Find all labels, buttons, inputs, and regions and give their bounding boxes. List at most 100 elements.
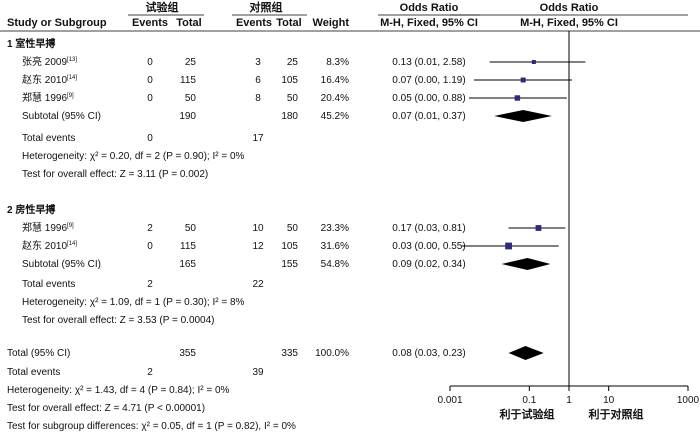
x-tick-label: 10 bbox=[603, 395, 615, 406]
exp-total: 355 bbox=[179, 348, 196, 359]
study-name: 郑慧 1996[9] bbox=[22, 221, 74, 234]
ctl-total: 105 bbox=[281, 241, 298, 252]
exp-events-total: 2 bbox=[147, 367, 153, 378]
weight-header: Weight bbox=[313, 17, 350, 29]
subtotal-label: Subtotal (95% CI) bbox=[22, 111, 101, 122]
exp-total: 165 bbox=[179, 259, 196, 270]
or-ci-value: 0.03 (0.00, 0.55) bbox=[392, 241, 465, 252]
subtotal-label: Subtotal (95% CI) bbox=[22, 259, 101, 270]
or-ci-value: 0.13 (0.01, 2.58) bbox=[392, 57, 465, 68]
x-tick-label: 0.001 bbox=[437, 395, 462, 406]
x-tick-label: 1 bbox=[566, 395, 572, 406]
study-square bbox=[520, 77, 526, 83]
total-events-label: Total events bbox=[22, 133, 75, 144]
ctl-events: 8 bbox=[255, 93, 261, 104]
study-name: 赵东 2010[14] bbox=[22, 73, 77, 86]
or-ci-value: 0.05 (0.00, 0.88) bbox=[392, 93, 465, 104]
exp-events-header: Events bbox=[132, 17, 168, 29]
exp-total: 25 bbox=[185, 57, 197, 68]
exp-events-total: 2 bbox=[147, 279, 153, 290]
study-square bbox=[514, 95, 521, 101]
exp-total: 115 bbox=[180, 75, 196, 86]
heterogeneity-text: Heterogeneity: χ² = 1.09, df = 1 (P = 0.… bbox=[22, 297, 245, 308]
x-tick-label: 1000 bbox=[677, 395, 700, 406]
exp-total: 50 bbox=[185, 93, 197, 104]
exp-events: 2 bbox=[147, 223, 153, 234]
study-square bbox=[535, 225, 542, 231]
footer-overall-effect: Test for overall effect: Z = 4.71 (P < 0… bbox=[7, 403, 205, 414]
group-ctl-heading: 对照组 bbox=[250, 0, 283, 14]
plot-method-header: M-H, Fixed, 95% CI bbox=[520, 17, 618, 29]
weight-value: 54.8% bbox=[321, 259, 349, 270]
footer-heterogeneity: Heterogeneity: χ² = 1.43, df = 4 (P = 0.… bbox=[7, 385, 230, 396]
footer-subgroup-test: Test for subgroup differences: χ² = 0.05… bbox=[7, 421, 296, 432]
overall-effect-text: Test for overall effect: Z = 3.53 (P = 0… bbox=[22, 315, 215, 326]
weight-value: 20.4% bbox=[321, 93, 349, 104]
study-row: 张亮 2009[13] 0 25 3 25 8.3% 0.13 (0.01, 2.58) bbox=[22, 55, 466, 68]
subgroup-label: 1 室性早搏 bbox=[7, 37, 55, 50]
ctl-events: 10 bbox=[252, 223, 264, 234]
ctl-total: 155 bbox=[281, 259, 298, 270]
total-events-row: Total events 2 39 bbox=[7, 367, 264, 378]
exp-events: 0 bbox=[147, 241, 153, 252]
favours-right-label: 利于对照组 bbox=[589, 407, 644, 421]
study-row: 郑慧 1996[9] 2 50 10 50 23.3% 0.17 (0.03, 0.81) bbox=[22, 221, 466, 234]
study-square bbox=[505, 242, 512, 250]
weight-value: 45.2% bbox=[321, 111, 349, 122]
or-ci-value: 0.17 (0.03, 0.81) bbox=[392, 223, 465, 234]
study-reference: [13] bbox=[67, 57, 77, 63]
study-reference: [9] bbox=[67, 223, 74, 229]
study-row: 赵东 2010[14] 0 115 6 105 16.4% 0.07 (0.00, 1.19… bbox=[22, 73, 466, 86]
weight-value: 23.3% bbox=[321, 223, 349, 234]
study-name: 张亮 2009[13] bbox=[22, 55, 77, 68]
weight-value: 8.3% bbox=[326, 57, 349, 68]
ctl-total: 50 bbox=[287, 223, 299, 234]
ctl-total: 25 bbox=[287, 57, 299, 68]
or-method-header: M-H, Fixed, 95% CI bbox=[380, 17, 478, 29]
exp-total: 115 bbox=[180, 241, 196, 252]
ctl-events: 12 bbox=[252, 241, 264, 252]
group-exp-heading: 试验组 bbox=[146, 0, 179, 14]
plot-heading: Odds Ratio bbox=[540, 2, 599, 14]
study-row: 郑慧 1996[9] 0 50 8 50 20.4% 0.05 (0.00, 0.88) bbox=[22, 91, 466, 104]
heterogeneity-text: Heterogeneity: χ² = 0.20, df = 2 (P = 0.… bbox=[22, 151, 245, 162]
exp-events: 0 bbox=[147, 57, 153, 68]
study-column-header: Study or Subgroup bbox=[7, 17, 107, 29]
x-tick-label: 0.1 bbox=[522, 395, 536, 406]
or-heading: Odds Ratio bbox=[400, 2, 459, 14]
exp-events: 0 bbox=[147, 75, 153, 86]
or-ci-value: 0.07 (0.00, 1.19) bbox=[392, 75, 465, 86]
or-ci-value: 0.07 (0.01, 0.37) bbox=[392, 111, 465, 122]
ctl-events-total: 22 bbox=[252, 279, 264, 290]
overall-effect-text: Test for overall effect: Z = 3.11 (P = 0… bbox=[22, 169, 208, 180]
total-events-label: Total events bbox=[7, 367, 60, 378]
ctl-total: 50 bbox=[287, 93, 299, 104]
ctl-events: 6 bbox=[255, 75, 261, 86]
plot-area: 0.001 0.1 1 10 1000 利于试验组 利于对照组 bbox=[437, 31, 700, 421]
exp-total-header: Total bbox=[176, 17, 201, 29]
ctl-events-header: Events bbox=[236, 17, 272, 29]
study-square bbox=[531, 60, 536, 64]
total-events-row: Total events 2 22 bbox=[22, 279, 264, 290]
exp-events: 0 bbox=[147, 93, 153, 104]
ctl-total: 180 bbox=[281, 111, 298, 122]
ctl-events-total: 17 bbox=[252, 133, 264, 144]
study-name: 郑慧 1996[9] bbox=[22, 91, 74, 104]
subtotal-row: Subtotal (95% CI) 165 155 54.8% 0.09 (0.02, … bbox=[22, 259, 466, 270]
weight-value: 31.6% bbox=[321, 241, 349, 252]
exp-total: 190 bbox=[179, 111, 196, 122]
ctl-events: 3 bbox=[255, 57, 261, 68]
exp-total: 50 bbox=[185, 223, 197, 234]
weight-value: 16.4% bbox=[321, 75, 349, 86]
favours-left-label: 利于试验组 bbox=[500, 407, 555, 421]
ctl-total: 335 bbox=[281, 348, 298, 359]
total-events-row: Total events 0 17 bbox=[22, 133, 264, 144]
pooled-diamond bbox=[508, 346, 544, 360]
subtotal-row: Subtotal (95% CI) 190 180 45.2% 0.07 (0.01, … bbox=[22, 111, 466, 122]
pooled-diamond bbox=[494, 110, 552, 122]
